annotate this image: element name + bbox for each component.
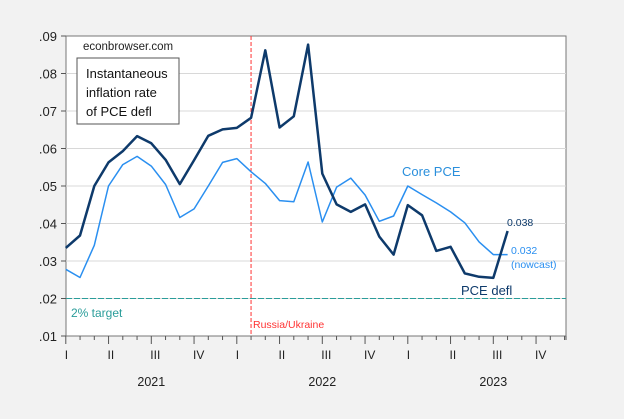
y-tick-label: .07 xyxy=(39,104,57,119)
quarter-label: II xyxy=(279,348,286,362)
quarter-label: III xyxy=(321,348,331,362)
year-label: 2022 xyxy=(308,375,336,389)
quarter-label: III xyxy=(150,348,160,362)
quarter-label: IV xyxy=(193,348,204,362)
y-tick-label: .02 xyxy=(39,292,57,307)
quarter-label: I xyxy=(407,348,410,362)
event-label: Russia/Ukraine xyxy=(253,319,324,331)
core-last-value: 0.032 xyxy=(511,245,537,257)
quarter-label: II xyxy=(108,348,115,362)
pce-last-value: 0.038 xyxy=(507,217,533,229)
nowcast-note: (nowcast) xyxy=(511,259,557,271)
y-tick-label: .09 xyxy=(39,29,57,44)
core-pce-label: Core PCE xyxy=(402,164,461,179)
y-axis: .01 .02 .03 .04 .05 .06 .07 .08 .09 xyxy=(39,29,66,344)
quarter-label: I xyxy=(236,348,239,362)
quarter-label: I xyxy=(65,348,68,362)
box-line-1: Instantaneous xyxy=(86,66,168,81)
y-tick-label: .05 xyxy=(39,179,57,194)
y-tick-label: .06 xyxy=(39,142,57,157)
pce-defl-label: PCE defl xyxy=(461,283,512,298)
core-pce-line xyxy=(65,155,508,279)
title-box xyxy=(76,57,180,125)
year-label: 2023 xyxy=(479,375,507,389)
quarter-label: IV xyxy=(535,348,546,362)
y-tick-label: .08 xyxy=(39,67,57,82)
pce-defl-line xyxy=(64,43,509,280)
quarter-label: III xyxy=(492,348,502,362)
quarter-label: II xyxy=(450,348,457,362)
box-line-2: inflation rate xyxy=(86,85,157,100)
year-label: 2021 xyxy=(137,375,165,389)
y-tick-label: .03 xyxy=(39,254,57,269)
series-lines xyxy=(64,43,509,280)
target-label: 2% target xyxy=(71,306,123,320)
box-line-3: of PCE defl xyxy=(86,104,152,119)
y-tick-label: .04 xyxy=(39,217,57,232)
quarter-label: IV xyxy=(364,348,375,362)
source-label: econbrowser.com xyxy=(83,41,173,53)
y-tick-label: .01 xyxy=(39,329,57,344)
